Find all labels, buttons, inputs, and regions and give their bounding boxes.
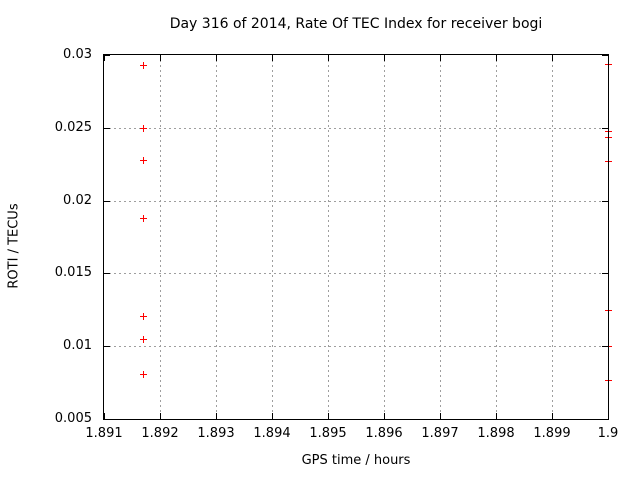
x-tick-label: 1.898 — [477, 426, 515, 441]
x-gridline — [440, 55, 441, 419]
x-gridline — [552, 55, 553, 419]
y-tick-left — [104, 55, 110, 56]
y-tick-left — [104, 200, 110, 202]
data-point-marker — [140, 312, 148, 320]
x-tick-top — [552, 55, 553, 61]
x-tick-label: 1.891 — [85, 426, 123, 441]
x-tick-bottom — [440, 413, 441, 419]
x-gridline — [160, 55, 161, 419]
x-tick-label: 1.892 — [141, 426, 179, 441]
x-tick-bottom — [384, 413, 385, 419]
x-tick-bottom — [160, 413, 161, 419]
x-tick-top — [384, 55, 385, 61]
x-tick-label: 1.894 — [253, 426, 291, 441]
plot-area — [103, 54, 612, 420]
y-gridline — [104, 346, 608, 348]
x-axis-label: GPS time / hours — [301, 453, 411, 468]
x-tick-top — [608, 55, 609, 61]
data-point-marker — [140, 156, 148, 164]
y-tick-label: 0.025 — [54, 119, 92, 135]
x-tick-bottom — [216, 413, 217, 419]
x-tick-bottom — [272, 413, 273, 419]
x-tick-label: 1.9 — [597, 426, 619, 441]
y-gridline — [104, 273, 608, 275]
x-tick-bottom — [328, 413, 329, 419]
x-tick-top — [160, 55, 161, 61]
y-axis-label: ROTI / TECUs — [6, 203, 22, 289]
data-point-marker — [140, 124, 148, 132]
x-gridline — [496, 55, 497, 419]
data-point-marker — [140, 215, 148, 223]
x-tick-bottom — [608, 413, 609, 419]
x-tick-label: 1.897 — [421, 426, 459, 441]
x-tick-label: 1.895 — [309, 426, 347, 441]
y-tick-label: 0.02 — [63, 192, 92, 208]
data-point-marker — [605, 306, 612, 314]
plot-border — [103, 54, 609, 420]
x-tick-label: 1.896 — [365, 426, 403, 441]
y-tick-left — [104, 419, 110, 420]
y-tick-label: 0.01 — [63, 338, 92, 354]
data-point-marker — [605, 376, 612, 384]
y-gridline — [104, 127, 608, 129]
x-tick-label: 1.899 — [533, 426, 571, 441]
data-point-marker — [605, 60, 612, 68]
y-tick-left — [104, 346, 110, 348]
x-tick-top — [328, 55, 329, 61]
x-tick-bottom — [496, 413, 497, 419]
chart-title: Day 316 of 2014, Rate Of TEC Index for r… — [169, 16, 543, 32]
x-tick-top — [496, 55, 497, 61]
x-gridline — [384, 55, 385, 419]
y-tick-right — [602, 419, 608, 420]
x-gridline — [272, 55, 273, 419]
data-point-marker — [140, 335, 148, 343]
y-gridline — [104, 200, 608, 202]
x-tick-top — [104, 55, 105, 61]
y-tick-label: 0.005 — [54, 411, 92, 426]
data-point-marker — [605, 133, 612, 141]
y-tick-right — [602, 127, 608, 129]
y-tick-label: 0.015 — [54, 265, 92, 281]
x-tick-top — [440, 55, 441, 61]
x-tick-bottom — [552, 413, 553, 419]
y-tick-right — [602, 273, 608, 275]
y-tick-right — [602, 55, 608, 56]
data-point-marker — [140, 62, 148, 70]
y-tick-label: 0.03 — [63, 47, 92, 62]
x-tick-bottom — [104, 413, 105, 419]
y-tick-right — [602, 200, 608, 202]
x-tick-top — [216, 55, 217, 61]
y-tick-left — [104, 127, 110, 129]
data-point-marker — [140, 370, 148, 378]
y-tick-right — [602, 346, 608, 348]
data-point-marker — [605, 158, 612, 166]
x-tick-label: 1.893 — [197, 426, 235, 441]
x-gridline — [216, 55, 217, 419]
x-tick-top — [272, 55, 273, 61]
x-gridline — [328, 55, 329, 419]
y-tick-left — [104, 273, 110, 275]
